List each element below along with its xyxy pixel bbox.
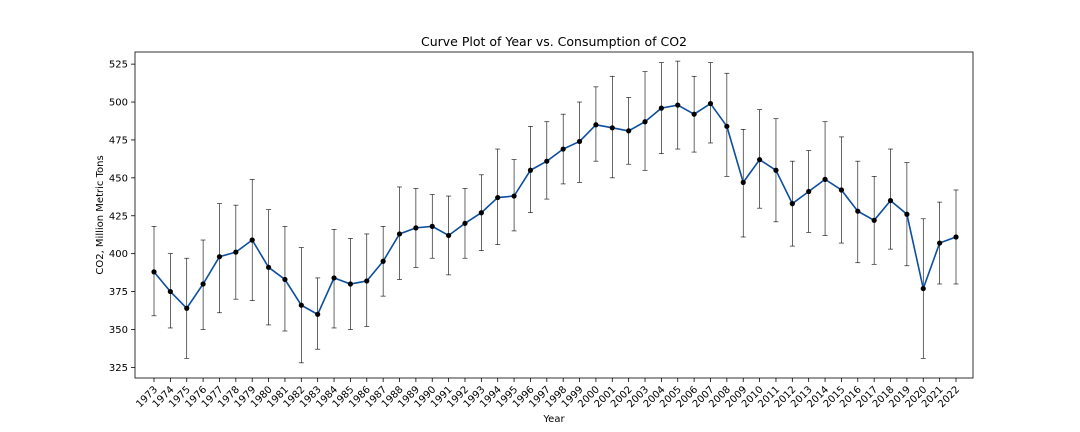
y-tick-label: 425 <box>109 211 128 222</box>
y-tick-label: 375 <box>109 287 128 298</box>
data-point <box>511 193 517 199</box>
chart-title: Curve Plot of Year vs. Consumption of CO… <box>421 34 687 49</box>
data-point <box>282 276 288 283</box>
data-point <box>773 167 779 173</box>
data-point <box>478 210 484 216</box>
data-point <box>740 179 746 185</box>
data-point <box>265 264 272 270</box>
data-point <box>756 157 763 163</box>
data-point <box>167 288 173 295</box>
data-point <box>937 240 943 246</box>
data-point <box>216 254 223 260</box>
plot-frame <box>134 51 974 379</box>
data-point <box>462 220 468 226</box>
data-point <box>855 208 861 214</box>
data-point <box>593 122 599 128</box>
y-tick-label: 400 <box>109 249 128 260</box>
data-point <box>249 237 255 243</box>
data-point <box>724 123 730 129</box>
data-point <box>233 249 239 255</box>
data-point <box>658 105 664 111</box>
data-point <box>642 119 648 125</box>
data-point <box>871 217 877 223</box>
y-tick-label: 350 <box>109 325 128 336</box>
data-point <box>560 146 566 152</box>
data-point <box>495 194 501 201</box>
x-axis-label: Year <box>542 414 565 425</box>
data-point <box>887 197 894 204</box>
series-line <box>153 102 957 316</box>
data-point <box>953 234 959 240</box>
data-point <box>527 167 534 173</box>
data-point <box>544 158 550 164</box>
data-point <box>315 311 321 317</box>
data-point <box>576 138 583 145</box>
data-point <box>609 125 615 131</box>
data-point <box>691 111 697 117</box>
plot-area: 3253503754004254504755005251973197419751… <box>109 51 974 410</box>
data-point <box>446 232 452 239</box>
data-point <box>822 176 828 182</box>
y-tick-label: 475 <box>109 135 128 146</box>
data-point <box>347 281 354 287</box>
data-point <box>707 100 714 107</box>
data-point <box>920 285 926 292</box>
data-point <box>806 188 812 195</box>
y-tick-label: 525 <box>109 60 128 71</box>
data-point <box>396 231 403 237</box>
data-point <box>184 305 190 311</box>
data-point <box>626 128 632 134</box>
data-point <box>904 211 910 217</box>
data-point <box>200 281 206 287</box>
data-point <box>429 223 435 229</box>
y-tick-label: 325 <box>109 363 128 374</box>
data-point <box>838 187 845 193</box>
data-point <box>675 102 681 108</box>
y-axis-label: CO2, Million Metric Tons <box>95 155 106 274</box>
data-point <box>298 302 304 308</box>
data-point <box>789 201 795 207</box>
y-tick-label: 500 <box>109 98 128 109</box>
data-point <box>151 269 157 275</box>
data-point <box>331 275 337 281</box>
data-point <box>380 258 386 264</box>
data-point <box>413 225 419 231</box>
data-point <box>364 278 370 284</box>
y-tick-label: 450 <box>109 173 128 184</box>
